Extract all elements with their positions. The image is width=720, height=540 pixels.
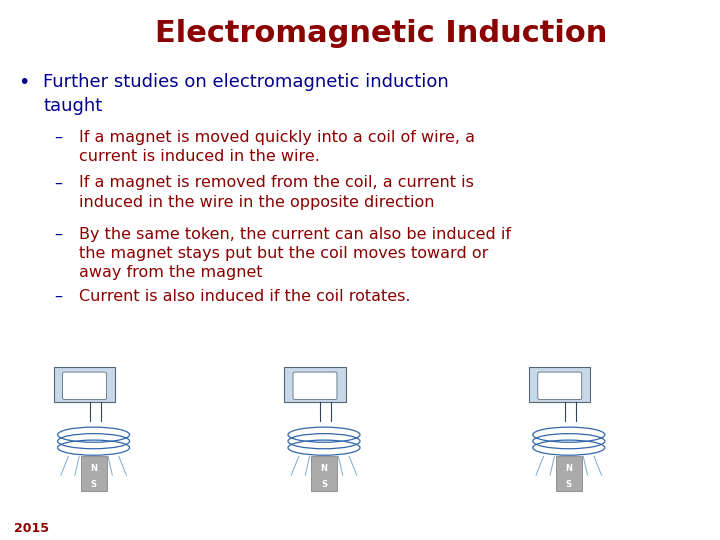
Text: N: N xyxy=(90,464,97,472)
FancyBboxPatch shape xyxy=(293,372,337,400)
FancyBboxPatch shape xyxy=(311,456,337,491)
Text: taught: taught xyxy=(43,97,102,115)
Text: Further studies on electromagnetic induction: Further studies on electromagnetic induc… xyxy=(43,73,449,91)
FancyBboxPatch shape xyxy=(284,367,346,402)
Text: –: – xyxy=(54,176,62,191)
FancyBboxPatch shape xyxy=(63,372,107,400)
Text: S: S xyxy=(91,480,96,489)
Text: S: S xyxy=(321,480,327,489)
FancyBboxPatch shape xyxy=(529,367,590,402)
Text: If a magnet is removed from the coil, a current is
induced in the wire in the op: If a magnet is removed from the coil, a … xyxy=(79,176,474,210)
Text: N: N xyxy=(565,464,572,472)
Text: –: – xyxy=(54,130,62,145)
Text: Current is also induced if the coil rotates.: Current is also induced if the coil rota… xyxy=(79,289,410,304)
FancyBboxPatch shape xyxy=(556,456,582,491)
Text: S: S xyxy=(566,480,572,489)
FancyBboxPatch shape xyxy=(538,372,582,400)
Text: 2015: 2015 xyxy=(14,522,50,535)
Text: By the same token, the current can also be induced if
the magnet stays put but t: By the same token, the current can also … xyxy=(79,227,511,280)
FancyBboxPatch shape xyxy=(54,367,115,402)
Text: Electromagnetic Induction: Electromagnetic Induction xyxy=(156,19,608,48)
Text: –: – xyxy=(54,289,62,304)
Text: N: N xyxy=(320,464,328,472)
Text: •: • xyxy=(18,73,30,92)
FancyBboxPatch shape xyxy=(81,456,107,491)
Text: If a magnet is moved quickly into a coil of wire, a
current is induced in the wi: If a magnet is moved quickly into a coil… xyxy=(79,130,475,164)
Text: –: – xyxy=(54,227,62,242)
